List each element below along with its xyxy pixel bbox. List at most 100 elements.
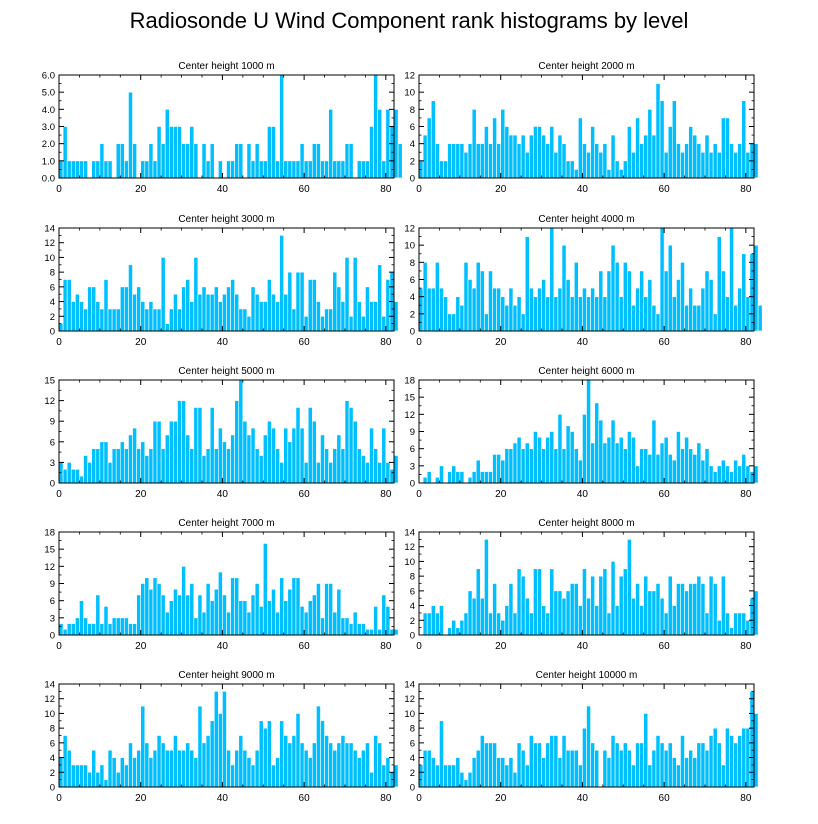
x-tick-label: 80 [740, 489, 752, 500]
histogram-bar [700, 459, 706, 484]
histogram-bar [737, 612, 743, 636]
histogram-bar [496, 143, 502, 179]
histogram-bar [557, 757, 563, 788]
histogram-bar [148, 757, 154, 788]
histogram-bar [377, 109, 383, 179]
y-tick-label: 4 [50, 297, 55, 308]
histogram-bar [680, 448, 685, 484]
panel-title: Center height 8000 m [538, 518, 634, 529]
histogram-bar [586, 597, 591, 636]
histogram-bar [573, 749, 579, 788]
histogram-bar [193, 407, 199, 484]
histogram-bar [283, 735, 289, 788]
histogram-bar [287, 742, 293, 788]
histogram-bar [250, 160, 256, 179]
y-tick-label: 0 [410, 327, 415, 338]
histogram-bar [87, 286, 92, 332]
histogram-bar [164, 434, 170, 484]
histogram-bar [307, 279, 313, 332]
histogram-bar [132, 293, 137, 332]
histogram-bar [369, 771, 374, 788]
histogram-bar [721, 117, 726, 179]
histogram-bar [169, 600, 174, 636]
histogram-bar [87, 462, 92, 484]
histogram-bar [639, 605, 644, 636]
histogram-bar [635, 465, 640, 484]
y-tick-label: 4 [410, 753, 415, 764]
y-tick-label: 4 [410, 292, 415, 303]
histogram-bar [291, 308, 297, 332]
histogram-bar [226, 448, 231, 484]
histogram-bar [520, 313, 526, 332]
histogram-bar [557, 590, 563, 636]
histogram-bar [512, 612, 518, 636]
histogram-bar [561, 597, 567, 636]
histogram-bar [316, 143, 321, 179]
histogram-bar [667, 454, 673, 484]
histogram-bar [504, 304, 510, 332]
histogram-bar [111, 308, 117, 332]
histogram-bar [70, 764, 76, 788]
panel-title: Center height 2000 m [538, 61, 634, 72]
histogram-bar [361, 623, 366, 636]
histogram-bar [479, 471, 485, 484]
histogram-bar [725, 117, 730, 179]
histogram-bar [222, 293, 227, 332]
histogram-bar [537, 126, 542, 179]
histogram-bar [262, 160, 268, 179]
histogram-bar [209, 600, 215, 636]
histogram-bar [320, 160, 325, 179]
histogram-bar [119, 757, 125, 788]
histogram-bar [87, 771, 92, 788]
histogram-bar [169, 749, 174, 788]
histogram-bar [189, 448, 195, 484]
histogram-bar [156, 735, 162, 788]
histogram-bar [659, 100, 665, 179]
histogram-bar [185, 742, 191, 788]
x-tick-label: 20 [135, 641, 147, 652]
histogram-bar [716, 465, 722, 484]
histogram-bar [83, 455, 88, 484]
histogram-bar [254, 293, 260, 332]
histogram-bar [716, 151, 722, 179]
y-tick-label: 8 [410, 258, 415, 269]
histogram-bar [692, 757, 698, 788]
y-tick-label: 18 [44, 528, 55, 539]
histogram-bar [545, 436, 551, 484]
histogram-bar [218, 427, 223, 484]
histogram-bar [749, 253, 755, 332]
histogram-bar [692, 454, 698, 484]
histogram-bar [684, 757, 689, 788]
histogram-bar [328, 109, 334, 179]
histogram-bar [234, 143, 240, 179]
histogram-bar [484, 471, 489, 484]
histogram-bar [95, 160, 101, 179]
histogram-bar [377, 462, 383, 484]
y-tick-label: 9 [50, 579, 55, 590]
histogram-bar [209, 407, 215, 484]
histogram-bar [348, 623, 354, 636]
histogram-bar [459, 471, 465, 484]
x-tick-label: 80 [740, 641, 752, 652]
histogram-bar [602, 749, 608, 788]
histogram-bar [602, 143, 608, 179]
y-tick-label: 12 [404, 542, 415, 553]
y-tick-label: 0.0 [42, 174, 55, 185]
histogram-bar [500, 459, 506, 484]
histogram-bar [504, 764, 510, 788]
histogram-bar [132, 427, 137, 484]
histogram-bar [107, 623, 113, 636]
histogram-bar [651, 419, 657, 484]
x-tick-label: 20 [135, 337, 147, 348]
histogram-bar [639, 448, 644, 484]
histogram-bar [496, 757, 502, 788]
histogram-bar [524, 597, 530, 636]
histogram-bar [553, 590, 559, 636]
histogram-bar [328, 742, 334, 788]
histogram-bar [451, 764, 457, 788]
histogram-bar [328, 583, 334, 636]
histogram-bar [332, 271, 338, 332]
histogram-bar [659, 597, 665, 636]
x-tick-label: 80 [380, 184, 392, 195]
histogram-bar [230, 279, 235, 332]
